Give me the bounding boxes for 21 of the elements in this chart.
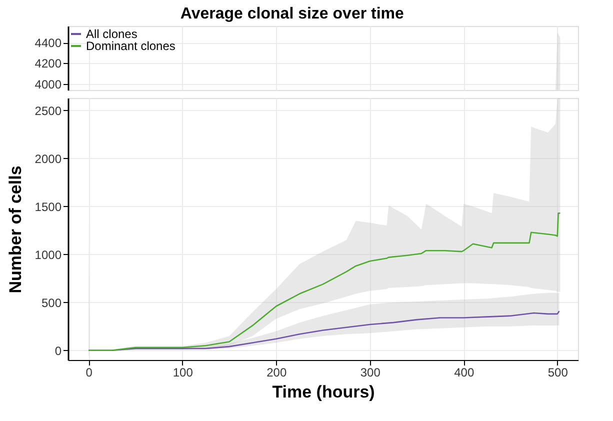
y-tick-label: 1000 (34, 248, 62, 262)
x-tick-label: 500 (548, 366, 568, 380)
y-tick-label: 1500 (34, 200, 62, 214)
x-tick-label: 100 (172, 366, 194, 380)
y-tick-label: 2500 (34, 104, 62, 118)
line-series (88, 212, 561, 352)
y-tick-label: 2000 (34, 152, 62, 166)
y-tick-label: 0 (54, 344, 62, 358)
y-axis-title: Number of cells (6, 166, 25, 294)
y-tick-label: 500 (41, 296, 62, 310)
x-tick-label: 300 (360, 366, 381, 380)
x-tick-label: 0 (86, 366, 93, 380)
x-tick-label: 200 (266, 366, 287, 380)
x-tick-label: 400 (454, 366, 474, 380)
y-tick-label: 4400 (34, 36, 62, 50)
x-axis-title: Time (hours) (272, 382, 375, 402)
chart-title: Average clonal size over time (180, 6, 404, 22)
y-tick-label: 4000 (34, 77, 62, 92)
legend-label: Dominant clones (86, 39, 176, 53)
legend-label: All clones (86, 27, 138, 41)
y-tick-label: 4200 (34, 56, 62, 71)
